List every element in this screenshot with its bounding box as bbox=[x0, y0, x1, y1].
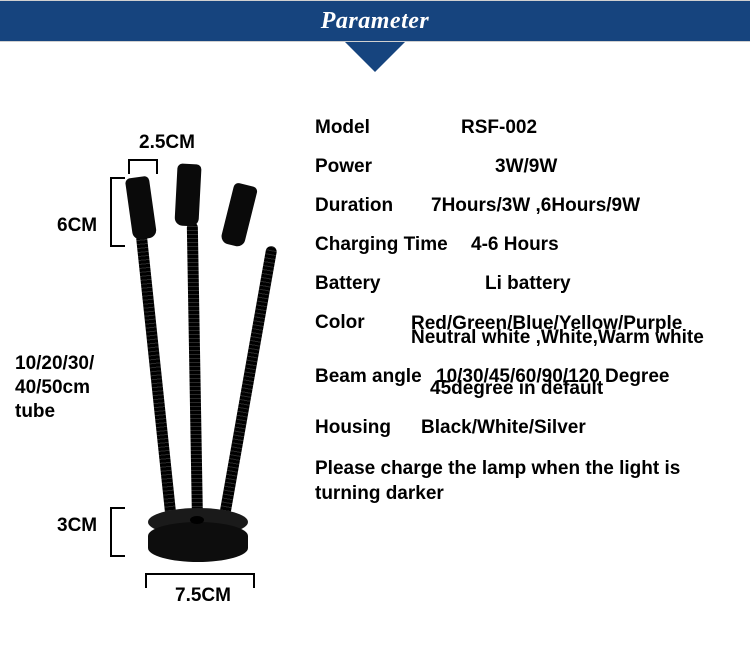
dim-base-width: 7.5CM bbox=[175, 585, 231, 607]
spec-value: 4-6 Hours bbox=[465, 234, 559, 256]
charging-note: Please charge the lamp when the light is… bbox=[315, 456, 735, 507]
spec-label: Duration bbox=[315, 195, 425, 217]
spec-value: 3W/9W bbox=[455, 156, 557, 178]
spec-label: Charging Time bbox=[315, 234, 465, 256]
bracket-head-icon bbox=[110, 177, 112, 247]
spec-value: 7Hours/3W ,6Hours/9W bbox=[425, 195, 640, 217]
header-band: Parameter bbox=[0, 0, 750, 42]
spec-label: Battery bbox=[315, 273, 455, 295]
spec-value: RSF-002 bbox=[455, 117, 537, 139]
lamp-illustration bbox=[130, 162, 270, 562]
dim-top-width: 2.5CM bbox=[139, 132, 195, 154]
spec-row-power: Power 3W/9W bbox=[315, 156, 735, 178]
header-pointer-icon bbox=[345, 42, 405, 72]
content-area: 2.5CM 6CM 10/20/30/ 40/50cm tube 3CM 7.5… bbox=[0, 72, 750, 607]
bracket-top-icon bbox=[128, 159, 158, 161]
spec-list: Model RSF-002 Power 3W/9W Duration 7Hour… bbox=[305, 107, 735, 607]
bracket-bottom-icon bbox=[145, 573, 255, 575]
dim-base-height: 3CM bbox=[57, 515, 97, 537]
spec-label: Power bbox=[315, 156, 455, 178]
spec-row-battery: Battery Li battery bbox=[315, 273, 735, 295]
spec-value: Black/White/Silver bbox=[415, 417, 586, 439]
dim-tube-length: 10/20/30/ 40/50cm tube bbox=[15, 352, 94, 423]
spec-label: Color bbox=[315, 312, 405, 337]
spec-label: Model bbox=[315, 117, 455, 139]
spec-row-model: Model RSF-002 bbox=[315, 117, 735, 139]
spec-row-chargingtime: Charging Time 4-6 Hours bbox=[315, 234, 735, 256]
bracket-base-icon bbox=[110, 507, 112, 557]
header-title: Parameter bbox=[321, 8, 429, 35]
product-diagram: 2.5CM 6CM 10/20/30/ 40/50cm tube 3CM 7.5… bbox=[15, 107, 305, 607]
spec-value: Li battery bbox=[455, 273, 571, 295]
dim-head-height: 6CM bbox=[57, 215, 97, 237]
spec-label: Beam angle bbox=[315, 366, 430, 388]
spec-row-housing: Housing Black/White/Silver bbox=[315, 417, 735, 439]
spec-row-duration: Duration 7Hours/3W ,6Hours/9W bbox=[315, 195, 735, 217]
spec-label: Housing bbox=[315, 417, 415, 439]
